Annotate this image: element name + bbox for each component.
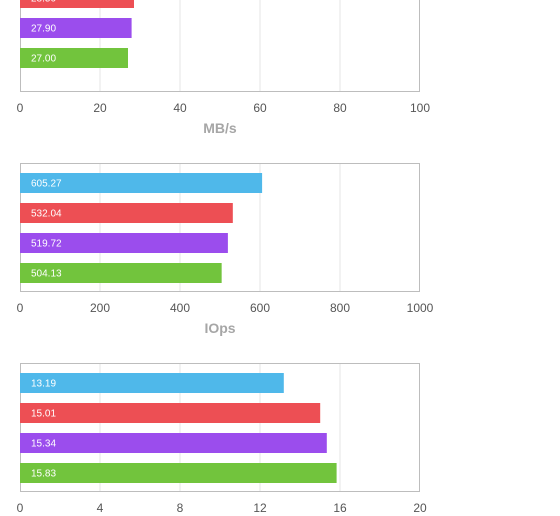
x-tick-label: 1000 xyxy=(407,301,434,315)
bar xyxy=(20,18,132,38)
bar xyxy=(20,48,128,68)
x-tick-label: 80 xyxy=(333,101,347,115)
x-axis-label: MB/s xyxy=(203,120,237,136)
bar-value-label: 27.00 xyxy=(31,54,56,65)
plot-frame xyxy=(20,163,420,292)
bar-value-label: 28.50 xyxy=(31,0,56,5)
x-tick-label: 20 xyxy=(413,501,427,515)
bar xyxy=(20,433,327,453)
x-tick-label: 400 xyxy=(170,301,190,315)
bar-value-label: 27.90 xyxy=(31,24,56,35)
bar-value-label: 13.19 xyxy=(31,379,56,390)
bar xyxy=(20,373,284,393)
x-tick-label: 800 xyxy=(330,301,350,315)
bar-value-label: 15.01 xyxy=(31,409,56,420)
bar-value-label: 15.34 xyxy=(31,439,56,450)
x-tick-label: 12 xyxy=(253,501,267,515)
x-tick-label: 40 xyxy=(173,101,187,115)
bar xyxy=(20,263,222,283)
chart-2: 605.27 532.04 519.72 504.13 0 200 400 600 800 100… xyxy=(17,163,434,336)
x-tick-label: 600 xyxy=(250,301,270,315)
x-tick-label: 60 xyxy=(253,101,267,115)
plot-frame xyxy=(20,0,420,92)
x-tick-label: 8 xyxy=(177,501,184,515)
x-tick-label: 100 xyxy=(410,101,430,115)
bar xyxy=(20,403,321,423)
x-tick-label: 4 xyxy=(97,501,104,515)
x-tick-label: 0 xyxy=(17,301,24,315)
chart-1: 28.50 27.90 27.00 0 20 40 60 80 100 MB/s xyxy=(17,0,430,136)
bar-value-label: 605.27 xyxy=(31,179,62,190)
bar xyxy=(20,0,134,8)
x-tick-label: 20 xyxy=(93,101,107,115)
bar xyxy=(20,203,233,223)
x-tick-label: 0 xyxy=(17,101,24,115)
bar-value-label: 519.72 xyxy=(31,239,62,250)
chart-3: 13.19 15.01 15.34 15.83 0 4 8 12 16 20 xyxy=(17,363,427,515)
plot-frame xyxy=(20,363,420,492)
x-axis-label: IOps xyxy=(204,320,235,336)
bar-value-label: 15.83 xyxy=(31,469,56,480)
bar xyxy=(20,173,263,193)
x-tick-label: 200 xyxy=(90,301,110,315)
x-tick-label: 0 xyxy=(17,501,24,515)
bar-value-label: 504.13 xyxy=(31,269,62,280)
bar xyxy=(20,233,228,253)
bar-value-label: 532.04 xyxy=(31,209,62,220)
bar xyxy=(20,463,337,483)
x-tick-label: 16 xyxy=(333,501,347,515)
